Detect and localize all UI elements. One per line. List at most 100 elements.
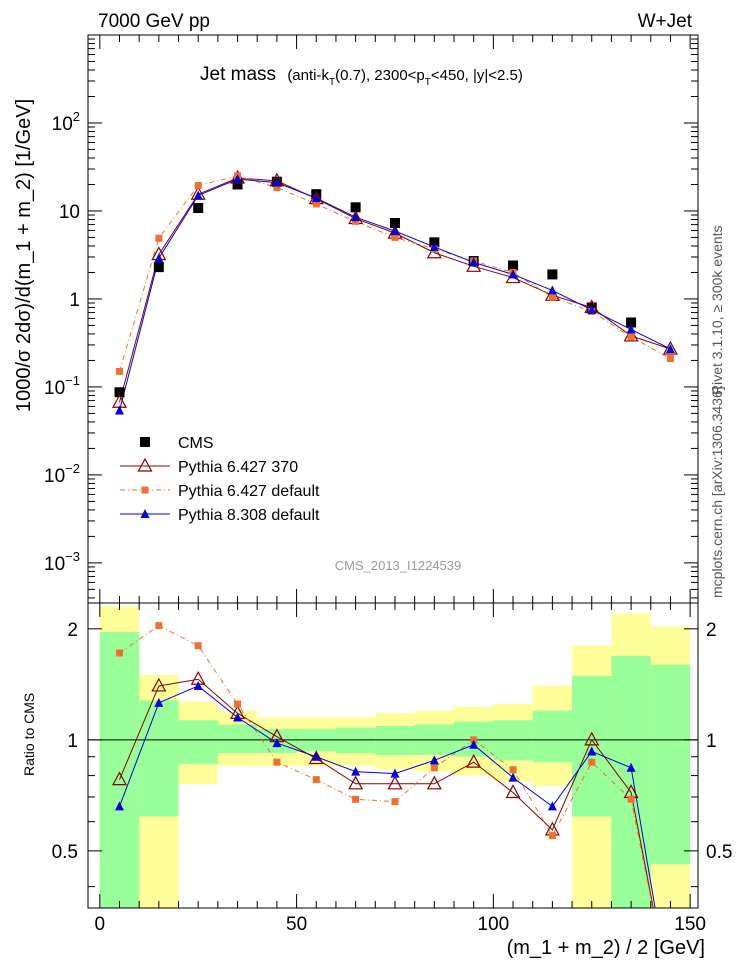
- main-data-point: [508, 260, 519, 271]
- x-tick-label: 150: [674, 914, 706, 935]
- title-sub-t2: T: [425, 77, 431, 88]
- title-sub-3: <450, |y|<2.5): [431, 67, 523, 84]
- main-data-point: [350, 202, 361, 213]
- main-data-point: [469, 257, 479, 267]
- ratio-y-tick-label: 0.5: [52, 842, 78, 863]
- main-data-point: [587, 304, 597, 314]
- main-data-point: [193, 190, 203, 200]
- main-data-point: [351, 212, 361, 222]
- ratio-data-point: [584, 731, 600, 746]
- x-tick-label: 0: [95, 914, 106, 935]
- analysis-watermark: CMS_2013_I1224539: [335, 558, 462, 573]
- green-band-bin: [611, 655, 651, 908]
- main-data-point: [114, 387, 125, 398]
- main-data-point: [153, 262, 164, 273]
- main-series-line: [119, 175, 671, 372]
- main-data-point: [626, 317, 637, 328]
- legend-label: CMS: [178, 435, 214, 452]
- ratio-y-tick-label: 0.5: [706, 842, 732, 863]
- rivet-version-label: Rivet 3.1.10, ≥ 300k events: [709, 225, 725, 395]
- green-band-bin: [217, 724, 258, 754]
- ratio-panel-frame: [87, 602, 699, 909]
- main-data-point: [194, 181, 202, 189]
- main-data-point: [155, 234, 163, 242]
- ratio-panel-data: [111, 622, 656, 908]
- main-data-point: [311, 193, 321, 203]
- y-tick-label: 1: [69, 290, 80, 311]
- legend-marker: [141, 486, 149, 494]
- green-band-bin: [572, 675, 612, 817]
- main-data-point: [391, 233, 399, 241]
- ratio-y-tick-label: 2: [67, 620, 78, 641]
- ratio-data-point: [312, 776, 320, 784]
- y-tick-label: 102: [52, 109, 80, 135]
- main-data-point: [232, 179, 243, 190]
- main-data-point: [547, 269, 558, 280]
- plot-title: Jet mass (anti-kT(0.7), 2300<pT<450, |y|…: [200, 64, 523, 88]
- green-band-bin: [335, 727, 376, 754]
- green-band-bin: [375, 726, 415, 755]
- ratio-data-point: [547, 801, 557, 811]
- ratio-data-point: [469, 739, 479, 749]
- main-y-axis-label: 1000/σ 2dσ)/d(m_1 + m_2) [1/GeV]: [13, 99, 35, 412]
- ratio-data-point: [626, 762, 636, 772]
- green-band-bin: [178, 720, 218, 765]
- ratio-data-point: [351, 766, 361, 776]
- ratio-data-point: [505, 784, 521, 799]
- main-series-line: [118, 178, 671, 411]
- main-data-point: [666, 355, 674, 363]
- legend-marker: [140, 509, 150, 518]
- x-tick-label: 50: [286, 914, 307, 935]
- main-data-point: [508, 269, 518, 279]
- main-data-point: [312, 200, 320, 208]
- main-data-point: [352, 217, 360, 225]
- green-band-bin: [532, 710, 573, 763]
- ratio-data-point: [426, 775, 442, 790]
- main-data-point: [389, 217, 400, 228]
- main-panel-data: [111, 169, 678, 621]
- main-data-point: [665, 343, 675, 353]
- ratio-data-point: [233, 712, 243, 722]
- title-sub-t1: T: [329, 77, 335, 88]
- ratio-data-point: [234, 700, 242, 708]
- ratio-y-tick-label: 1: [67, 731, 78, 752]
- ratio-data-point: [548, 832, 556, 840]
- main-data-point: [114, 405, 124, 415]
- ratio-data-point: [308, 750, 324, 765]
- main-data-point: [390, 226, 400, 236]
- ratio-data-point: [273, 758, 281, 766]
- y-tick-label: 10−2: [44, 461, 80, 487]
- main-data-point: [233, 174, 243, 184]
- y-tick-label: 10: [59, 202, 80, 223]
- mcplots-label: mcplots.cern.ch [arXiv:1306.3436]: [709, 386, 725, 598]
- y-tick-label: 10−3: [44, 549, 80, 575]
- axis-ticks: 10−3 10−2 10−1 1 10 102 0.5 0.5 1 1 2 2 0 50 100 150: [44, 35, 732, 935]
- x-tick-label: 100: [478, 914, 510, 935]
- title-main: Jet mass: [200, 64, 276, 85]
- ratio-data-point: [430, 764, 438, 772]
- ratio-data-point: [272, 738, 282, 748]
- ratio-data-point: [111, 771, 127, 786]
- ratio-data-point: [466, 753, 482, 768]
- x-axis-label: (m_1 + m_2) / 2 [GeV]: [507, 937, 705, 959]
- main-data-point: [154, 253, 164, 263]
- main-data-point: [626, 324, 636, 334]
- process-label: W+Jet: [638, 11, 693, 32]
- ratio-y-axis-label: Ratio to CMS: [21, 693, 37, 776]
- ratio-data-point: [509, 766, 517, 774]
- main-data-point: [272, 177, 282, 187]
- legend-label: Pythia 6.427 370: [178, 459, 298, 476]
- legend: CMS Pythia 6.427 370 Pythia 6.427 default P…: [120, 435, 320, 524]
- collision-label: 7000 GeV pp: [98, 11, 210, 32]
- main-data-point: [665, 611, 675, 621]
- title-sub-2: (0.7), 2300<p: [335, 67, 425, 84]
- ratio-data-point: [155, 622, 163, 630]
- ratio-data-point: [588, 758, 596, 766]
- ratio-data-point: [194, 642, 202, 650]
- main-data-point: [115, 367, 123, 375]
- legend-label: Pythia 6.427 default: [178, 483, 320, 500]
- legend-marker: [140, 437, 150, 447]
- ratio-data-point: [151, 677, 167, 692]
- ratio-data-point: [114, 801, 124, 811]
